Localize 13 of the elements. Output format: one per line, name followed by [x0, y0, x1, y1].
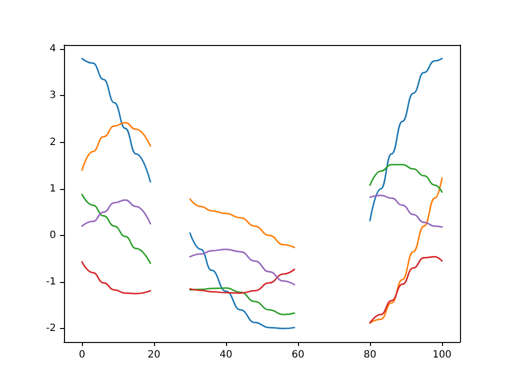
x-tick-label: 80	[364, 350, 376, 360]
y-tick-label: 3	[50, 90, 56, 102]
x-tick-label: 0	[78, 350, 86, 360]
y-tick-label: 4	[50, 44, 56, 55]
y-tick-label: 1	[50, 183, 56, 194]
y-tick-label: -2	[46, 323, 56, 334]
x-tick-label: 20	[148, 350, 160, 360]
y-tick-label: 2	[50, 136, 56, 148]
y-tick-label: 0	[50, 230, 56, 241]
y-tick-label: -1	[46, 276, 56, 288]
x-tick-label: 40	[220, 350, 232, 360]
x-tick-label: 100	[432, 350, 452, 360]
x-tick-label: 60	[292, 350, 304, 360]
